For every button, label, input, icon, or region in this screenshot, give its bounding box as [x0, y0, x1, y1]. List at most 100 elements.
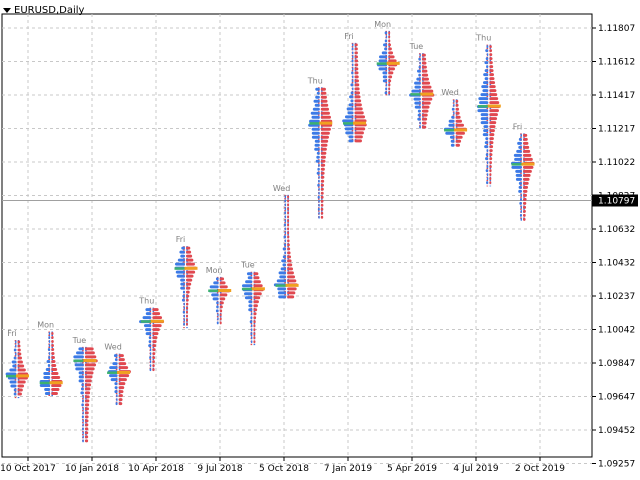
buy-volume-bar	[311, 127, 320, 131]
sell-volume-bar	[51, 331, 54, 335]
buy-volume-bar	[282, 255, 287, 259]
sell-volume-bar	[118, 374, 130, 378]
sell-volume-bar	[51, 351, 55, 355]
buy-volume-bar	[352, 51, 354, 55]
poc-marker	[16, 374, 29, 378]
buy-volume-bar	[414, 85, 421, 89]
buy-volume-bar	[520, 217, 522, 221]
buy-volume-bar	[142, 316, 152, 320]
sell-volume-bar	[523, 153, 532, 157]
sell-volume-bar	[489, 81, 496, 85]
buy-volume-bar	[480, 121, 489, 125]
buy-volume-bar	[451, 115, 455, 119]
sell-volume-bar	[118, 362, 127, 366]
sell-volume-bar	[388, 31, 391, 35]
buy-volume-bar	[183, 322, 185, 326]
buy-volume-bar	[145, 328, 152, 332]
date-tick-label: 10 Apr 2018	[128, 464, 184, 474]
sell-volume-bar	[118, 386, 125, 390]
poc-marker	[319, 121, 333, 125]
buy-volume-bar	[518, 185, 522, 189]
sell-volume-bar	[84, 395, 90, 399]
chart-title-bar[interactable]: EURUSD,Daily	[3, 3, 84, 17]
sell-volume-bar	[17, 364, 25, 368]
sell-volume-bar	[118, 394, 123, 398]
buy-volume-bar	[413, 97, 421, 101]
sell-volume-bar	[320, 103, 329, 107]
sell-volume-bar	[421, 81, 431, 85]
buy-volume-bar	[78, 379, 84, 383]
buy-volume-bar	[112, 362, 118, 366]
last-price-tag	[592, 194, 638, 207]
value-area-marker	[376, 62, 388, 65]
buy-volume-bar	[381, 51, 388, 55]
buy-volume-bar	[484, 77, 489, 81]
buy-volume-bar	[515, 173, 522, 177]
buy-volume-bar	[486, 149, 489, 153]
sell-volume-bar	[455, 119, 462, 123]
sell-volume-bar	[354, 131, 364, 135]
sell-volume-bar	[320, 163, 326, 167]
buy-volume-bar	[82, 399, 84, 403]
sell-volume-bar	[118, 354, 124, 358]
buy-volume-bar	[518, 137, 522, 141]
buy-volume-bar	[519, 213, 522, 217]
buy-volume-bar	[351, 79, 354, 83]
buy-volume-bar	[481, 85, 489, 89]
buy-volume-bar	[283, 223, 287, 227]
buy-volume-bar	[250, 316, 253, 320]
buy-volume-bar	[149, 364, 152, 368]
buy-volume-bar	[419, 61, 421, 65]
buy-volume-bar	[384, 91, 388, 95]
sell-volume-bar	[287, 215, 290, 219]
sell-volume-bar	[489, 93, 498, 97]
sell-volume-bar	[489, 73, 494, 77]
buy-volume-bar	[175, 270, 185, 274]
sell-volume-bar	[152, 332, 159, 336]
buy-volume-bar	[13, 388, 17, 392]
sell-volume-bar	[186, 294, 190, 298]
sell-volume-bar	[51, 347, 55, 351]
buy-volume-bar	[276, 279, 287, 283]
buy-volume-bar	[347, 111, 354, 115]
sell-volume-bar	[84, 435, 89, 439]
buy-volume-bar	[109, 366, 118, 370]
triangle-down-icon[interactable]	[3, 7, 11, 13]
sell-volume-bar	[489, 61, 493, 65]
poc-marker	[386, 61, 400, 65]
sell-volume-bar	[84, 387, 91, 391]
sell-volume-bar	[219, 305, 223, 309]
buy-volume-bar	[485, 137, 489, 141]
sell-volume-bar	[51, 339, 54, 343]
buy-volume-bar	[520, 197, 522, 201]
sell-volume-bar	[253, 296, 261, 300]
buy-volume-bar	[250, 324, 253, 328]
buy-volume-bar	[352, 87, 354, 91]
buy-volume-bar	[284, 215, 287, 219]
sell-volume-bar	[186, 274, 194, 278]
sell-volume-bar	[320, 187, 324, 191]
sell-volume-bar	[489, 169, 492, 173]
buy-volume-bar	[5, 372, 17, 376]
sell-volume-bar	[186, 314, 188, 318]
buy-volume-bar	[82, 411, 84, 415]
buy-volume-bar	[384, 39, 388, 43]
buy-volume-bar	[480, 93, 489, 97]
sell-volume-bar	[219, 301, 224, 305]
buy-volume-bar	[485, 157, 489, 161]
sell-volume-bar	[354, 99, 362, 103]
buy-volume-bar	[314, 147, 320, 151]
last-price-label: 1.10797	[598, 196, 635, 206]
buy-volume-bar	[511, 165, 522, 169]
sell-volume-bar	[17, 360, 23, 364]
buy-volume-bar	[448, 119, 455, 123]
date-tick-label: 2 Oct 2019	[515, 464, 565, 474]
sell-volume-bar	[51, 391, 58, 395]
sell-volume-bar	[489, 53, 493, 57]
sell-volume-bar	[489, 125, 496, 129]
sell-volume-bar	[354, 139, 362, 143]
sell-volume-bar	[489, 113, 498, 117]
buy-volume-bar	[182, 310, 185, 314]
